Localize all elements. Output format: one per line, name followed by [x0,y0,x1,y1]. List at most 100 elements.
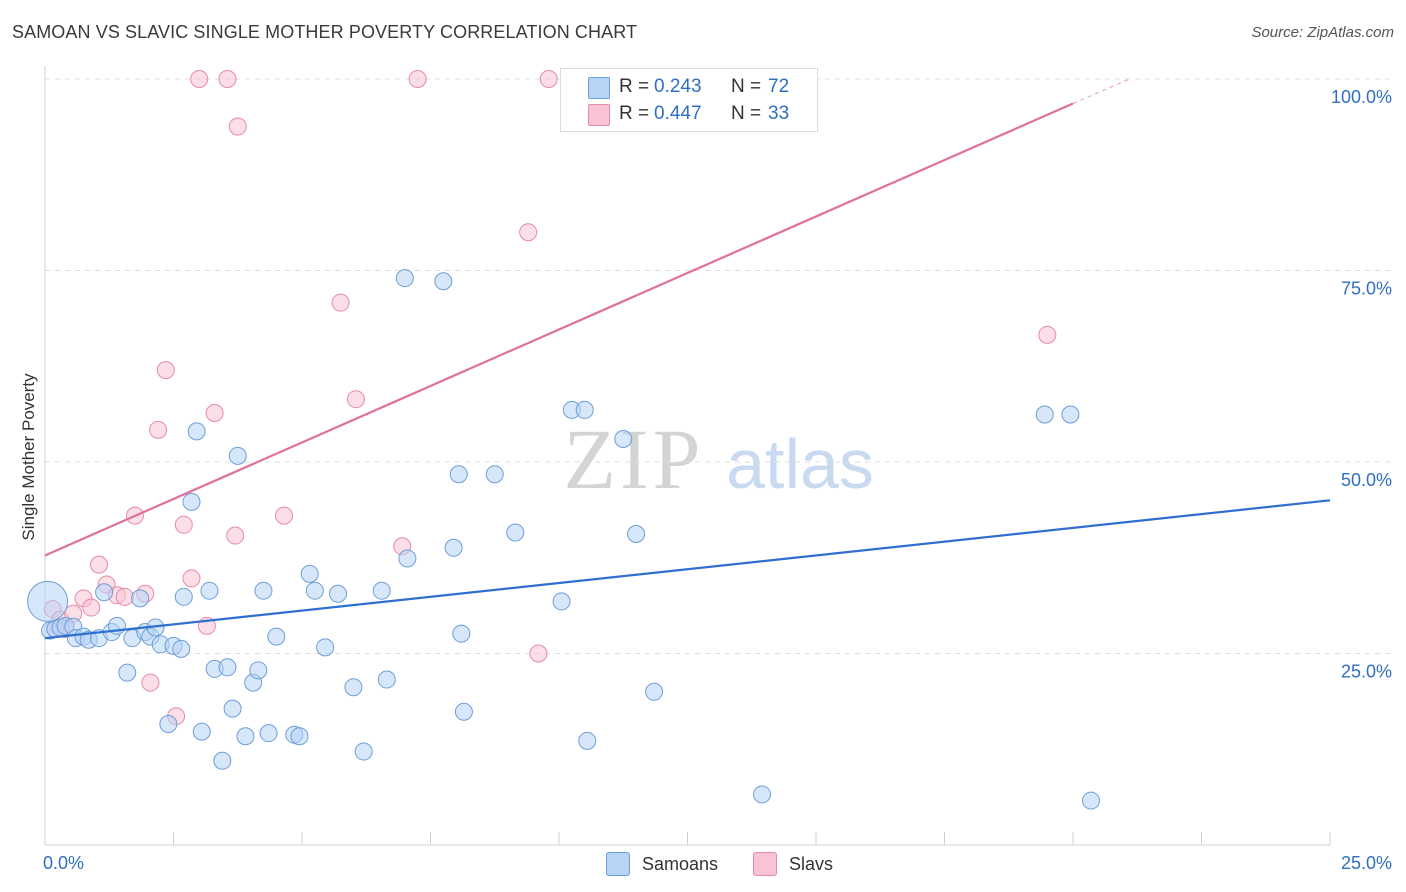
samoan-point [434,272,453,291]
legend-label-slavs: Slavs [789,853,834,874]
stats-row-samoans: R = 0.243 N = 72 [561,74,817,100]
slav-point [156,361,175,380]
chart-title: SAMOAN VS SLAVIC SINGLE MOTHER POVERTY C… [12,22,638,42]
slav-point [539,70,558,88]
samoan-point [223,699,242,718]
slav-point [408,70,427,88]
samoan-point [118,663,137,682]
slavs-r-value: 0.447 [654,103,702,124]
legend-swatch-slavs [753,852,777,876]
samoan-point [316,638,335,657]
y-tick-label: 75.0% [1341,279,1392,299]
samoan-point [1081,791,1100,810]
samoan-point [174,587,193,606]
slav-point [529,644,548,663]
samoans-swatch [588,77,610,99]
samoan-point [578,731,597,750]
samoans-trend-line [44,499,1331,640]
r-label: R = [619,103,650,124]
source-credit: Source: ZipAtlas.com [1251,24,1394,41]
samoan-point [267,627,286,646]
samoan-point [27,580,69,622]
slav-point [89,555,108,574]
samoan-point [444,538,463,557]
slav-point [141,673,160,692]
samoan-point [254,581,273,600]
samoan-point [228,446,247,465]
legend-label-samoans: Samoans [642,853,719,874]
samoan-point [1035,405,1054,424]
samoan-point [552,592,571,611]
samoan-point [344,678,363,697]
samoan-point [131,589,150,608]
samoan-point [328,584,347,603]
slav-point [1038,325,1057,344]
samoan-point [753,785,772,804]
samoan-point [218,658,237,677]
r-label: R = [619,76,650,97]
slavs-trend-extension [1072,78,1130,104]
samoan-point [645,682,664,701]
slav-point [228,117,247,136]
slav-point [205,403,224,422]
samoan-point [506,523,525,542]
samoan-point [182,492,201,511]
slav-point [182,569,201,588]
samoan-point [236,727,255,746]
legend-item-slavs[interactable]: Slavs [753,852,833,876]
slavs-trend-line [44,102,1074,557]
samoan-point [454,702,473,721]
samoan-point [159,714,178,733]
samoan-point [213,751,232,770]
samoan-point [485,465,504,484]
samoan-point [95,583,114,602]
y-tick-label: 25.0% [1341,662,1392,682]
samoan-point [627,525,646,544]
samoan-point [200,581,219,600]
slav-point [82,598,101,617]
samoan-point [249,661,268,680]
samoan-point [354,742,373,761]
slav-point [218,70,237,88]
samoan-point [614,430,633,449]
samoan-point [172,639,191,658]
samoans-n-value: 72 [768,76,790,97]
slav-point [519,223,538,242]
slav-point [149,420,168,439]
samoan-point [449,465,468,484]
slav-point [174,515,193,534]
samoan-point [305,581,324,600]
samoan-point [377,670,396,689]
samoan-point [300,564,319,583]
samoan-point [1061,405,1080,424]
slavs-swatch [588,104,610,126]
legend-item-samoans[interactable]: Samoans [606,852,718,876]
samoan-point [372,581,391,600]
samoan-point [398,549,417,568]
slav-point [275,506,294,525]
samoan-point [187,422,206,441]
slav-point [331,293,350,312]
watermark-zip: ZIP [564,411,705,507]
watermark-atlas: atlas [726,425,874,503]
slav-point [226,526,245,545]
samoan-point [290,727,309,746]
slav-point [346,390,365,409]
samoan-point [259,724,278,743]
slav-point [190,70,209,88]
x-tick-label: 25.0% [1341,853,1392,873]
stats-row-slavs: R = 0.447 N = 33 [561,101,817,127]
slavs-n-value: 33 [768,103,790,124]
n-label: N = [731,103,762,124]
legend-swatch-samoans [606,852,630,876]
n-label: N = [731,76,762,97]
y-tick-label: 50.0% [1341,470,1392,490]
correlation-stats-box: R = 0.243 N = 72 R = 0.447 N = 33 [560,68,818,132]
y-tick-label: 100.0% [1331,87,1392,107]
samoans-r-value: 0.243 [654,76,702,97]
samoan-point [452,624,471,643]
slav-point [115,587,134,606]
samoan-point [192,722,211,741]
x-tick-label: 0.0% [43,853,84,873]
